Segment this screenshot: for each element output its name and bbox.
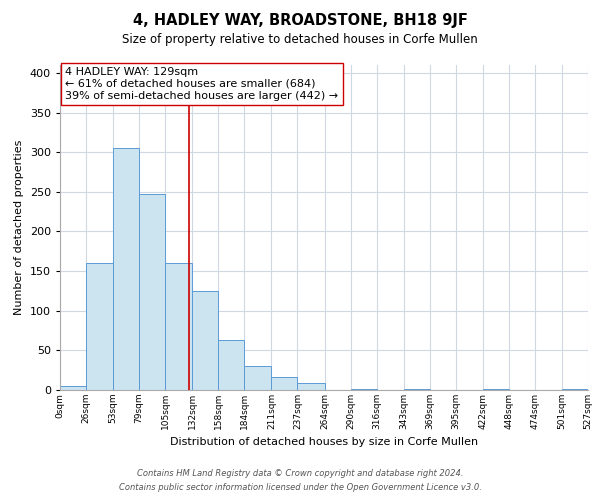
Bar	[192, 291, 218, 390]
Bar	[350, 389, 377, 390]
X-axis label: Distribution of detached houses by size in Corfe Mullen: Distribution of detached houses by size …	[170, 438, 478, 448]
Bar	[218, 340, 244, 390]
Text: Size of property relative to detached houses in Corfe Mullen: Size of property relative to detached ho…	[122, 32, 478, 46]
Bar	[271, 376, 298, 390]
Bar	[562, 389, 588, 390]
Bar	[483, 389, 509, 390]
Bar	[404, 389, 430, 390]
Text: 4, HADLEY WAY, BROADSTONE, BH18 9JF: 4, HADLEY WAY, BROADSTONE, BH18 9JF	[133, 12, 467, 28]
Bar	[244, 366, 271, 390]
Text: Contains public sector information licensed under the Open Government Licence v3: Contains public sector information licen…	[119, 484, 481, 492]
Bar	[60, 386, 86, 390]
Bar	[113, 148, 139, 390]
Bar	[86, 263, 113, 390]
Text: Contains HM Land Registry data © Crown copyright and database right 2024.: Contains HM Land Registry data © Crown c…	[137, 468, 463, 477]
Bar	[139, 194, 165, 390]
Bar	[165, 263, 192, 390]
Text: 4 HADLEY WAY: 129sqm
← 61% of detached houses are smaller (684)
39% of semi-deta: 4 HADLEY WAY: 129sqm ← 61% of detached h…	[65, 68, 338, 100]
Bar	[298, 383, 325, 390]
Y-axis label: Number of detached properties: Number of detached properties	[14, 140, 24, 315]
